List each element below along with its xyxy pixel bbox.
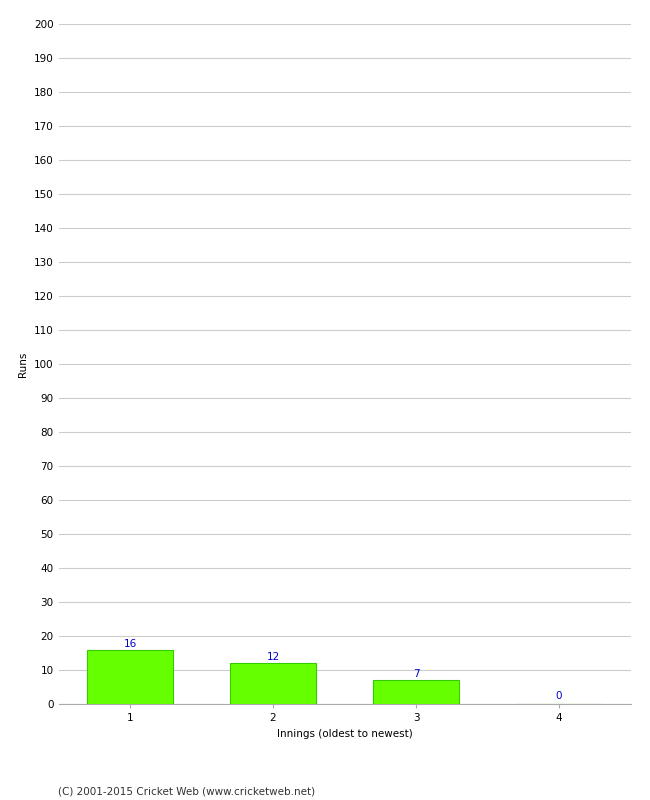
Bar bbox=[373, 680, 459, 704]
X-axis label: Innings (oldest to newest): Innings (oldest to newest) bbox=[277, 729, 412, 738]
Bar bbox=[230, 663, 316, 704]
Text: 16: 16 bbox=[124, 638, 136, 649]
Text: (C) 2001-2015 Cricket Web (www.cricketweb.net): (C) 2001-2015 Cricket Web (www.cricketwe… bbox=[58, 786, 316, 796]
Text: 0: 0 bbox=[556, 691, 562, 702]
Text: 12: 12 bbox=[266, 652, 280, 662]
Bar bbox=[87, 650, 173, 704]
Y-axis label: Runs: Runs bbox=[18, 351, 29, 377]
Text: 7: 7 bbox=[413, 669, 419, 679]
